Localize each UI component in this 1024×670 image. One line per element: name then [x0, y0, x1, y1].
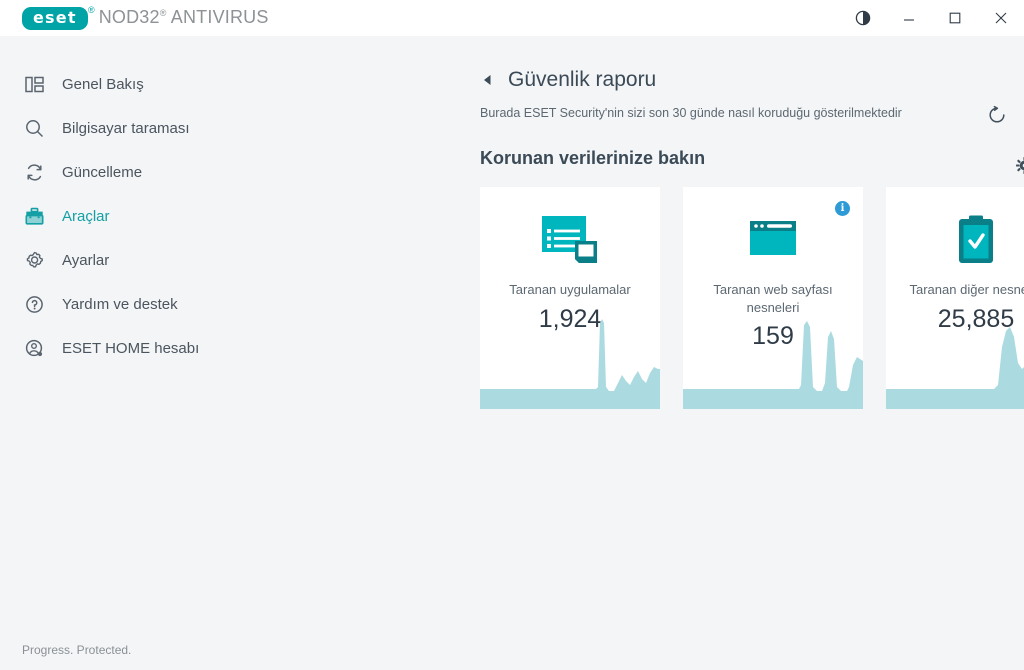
- user-circle-icon: [22, 336, 46, 360]
- sparkline-chart: [886, 317, 1024, 395]
- status-text: Progress. Protected.: [22, 643, 132, 657]
- section-title: Korunan verilerinize bakın: [480, 148, 706, 168]
- close-button[interactable]: [978, 0, 1024, 36]
- card-value: 1,924: [538, 304, 602, 333]
- stat-card-scanned-web-objects[interactable]: i Taranan web sayfası nesneleri 159: [683, 187, 863, 409]
- sidebar-item-label: Genel Bakış: [62, 75, 144, 93]
- eset-logo-badge: eset ®: [22, 5, 95, 30]
- gear-icon: [1015, 156, 1024, 180]
- sidebar-item-label: Araçlar: [62, 207, 110, 225]
- scanned-other-objects-icon: [945, 209, 1007, 271]
- scanned-applications-icon: [539, 209, 601, 271]
- sidebar-item-label: ESET HOME hesabı: [62, 339, 200, 357]
- status-bar: Progress. Protected.: [0, 630, 1024, 670]
- card-value: 159: [752, 322, 794, 351]
- product-name-suffix: ANTIVIRUS: [166, 6, 269, 27]
- card-footer-bar: [480, 395, 660, 409]
- card-footer-bar: [683, 395, 863, 409]
- info-badge-label: i: [840, 202, 845, 214]
- sidebar-item-genel-bakis[interactable]: Genel Bakış: [0, 62, 228, 106]
- stat-card-scanned-applications[interactable]: Taranan uygulamalar 1,924: [480, 187, 660, 409]
- search-icon: [22, 116, 46, 140]
- sidebar-item-label: Yardım ve destek: [62, 295, 178, 313]
- question-circle-icon: [22, 292, 46, 316]
- maximize-button[interactable]: [932, 0, 978, 36]
- eset-logo-text: eset: [33, 7, 77, 27]
- stat-card-scanned-other-objects[interactable]: Taranan diğer nesneler 25,885: [886, 187, 1024, 409]
- page-subtitle: Burada ESET Security'nin sizi son 30 gün…: [480, 106, 902, 120]
- stat-cards: Taranan uygulamalar 1,924 i: [228, 187, 1024, 409]
- gear-icon: [22, 248, 46, 272]
- scanned-web-objects-icon: [742, 209, 804, 271]
- product-name-main: NOD32: [98, 6, 160, 27]
- sidebar-item-guncelleme[interactable]: Güncelleme: [0, 150, 228, 194]
- card-label: Taranan uygulamalar: [509, 282, 631, 297]
- sparkline-chart: [480, 317, 660, 395]
- card-footer-bar: [886, 395, 1024, 409]
- sidebar-item-label: Güncelleme: [62, 163, 143, 181]
- contrast-toggle-icon[interactable]: [840, 0, 886, 36]
- briefcase-icon: [22, 204, 46, 228]
- overview-icon: [22, 72, 46, 96]
- sidebar: Genel Bakış Bilgisayar taraması: [0, 36, 228, 630]
- sidebar-item-label: Bilgisayar taraması: [62, 119, 190, 137]
- header-actions: ?: [984, 102, 1024, 128]
- brand-logo: eset ® NOD32® ANTIVIRUS: [22, 5, 269, 30]
- window-controls: [840, 0, 1024, 36]
- card-label: Taranan web sayfası nesneleri: [713, 282, 833, 315]
- info-badge-icon[interactable]: i: [835, 201, 850, 216]
- window-body: Genel Bakış Bilgisayar taraması: [0, 36, 1024, 630]
- back-arrow-icon[interactable]: [480, 72, 494, 88]
- card-value: 25,885: [937, 304, 1015, 333]
- sidebar-item-ayarlar[interactable]: Ayarlar: [0, 238, 228, 282]
- title-bar: eset ® NOD32® ANTIVIRUS: [0, 0, 1024, 36]
- sidebar-item-bilgisayar-taramasi[interactable]: Bilgisayar taraması: [0, 106, 228, 150]
- minimize-button[interactable]: [886, 0, 932, 36]
- card-label: Taranan diğer nesneler: [909, 282, 1024, 297]
- registered-mark: ®: [88, 4, 95, 15]
- page-title: Güvenlik raporu: [508, 68, 657, 91]
- sidebar-item-araclar[interactable]: Araçlar: [0, 194, 228, 238]
- main-content: Güvenlik raporu ? Burada ESET Security'n…: [228, 36, 1024, 630]
- refresh-icon: [22, 160, 46, 184]
- sidebar-item-label: Ayarlar: [62, 251, 110, 269]
- refresh-icon[interactable]: [984, 102, 1010, 128]
- page-header: Güvenlik raporu: [228, 36, 1024, 98]
- settings-dropdown[interactable]: [1015, 156, 1024, 180]
- sidebar-item-eset-home-hesabi[interactable]: ESET HOME hesabı: [0, 326, 228, 370]
- product-name-sup: ®: [159, 7, 167, 18]
- sidebar-item-yardim-ve-destek[interactable]: Yardım ve destek: [0, 282, 228, 326]
- product-name: NOD32® ANTIVIRUS: [99, 7, 269, 28]
- sparkline-chart: [683, 317, 863, 395]
